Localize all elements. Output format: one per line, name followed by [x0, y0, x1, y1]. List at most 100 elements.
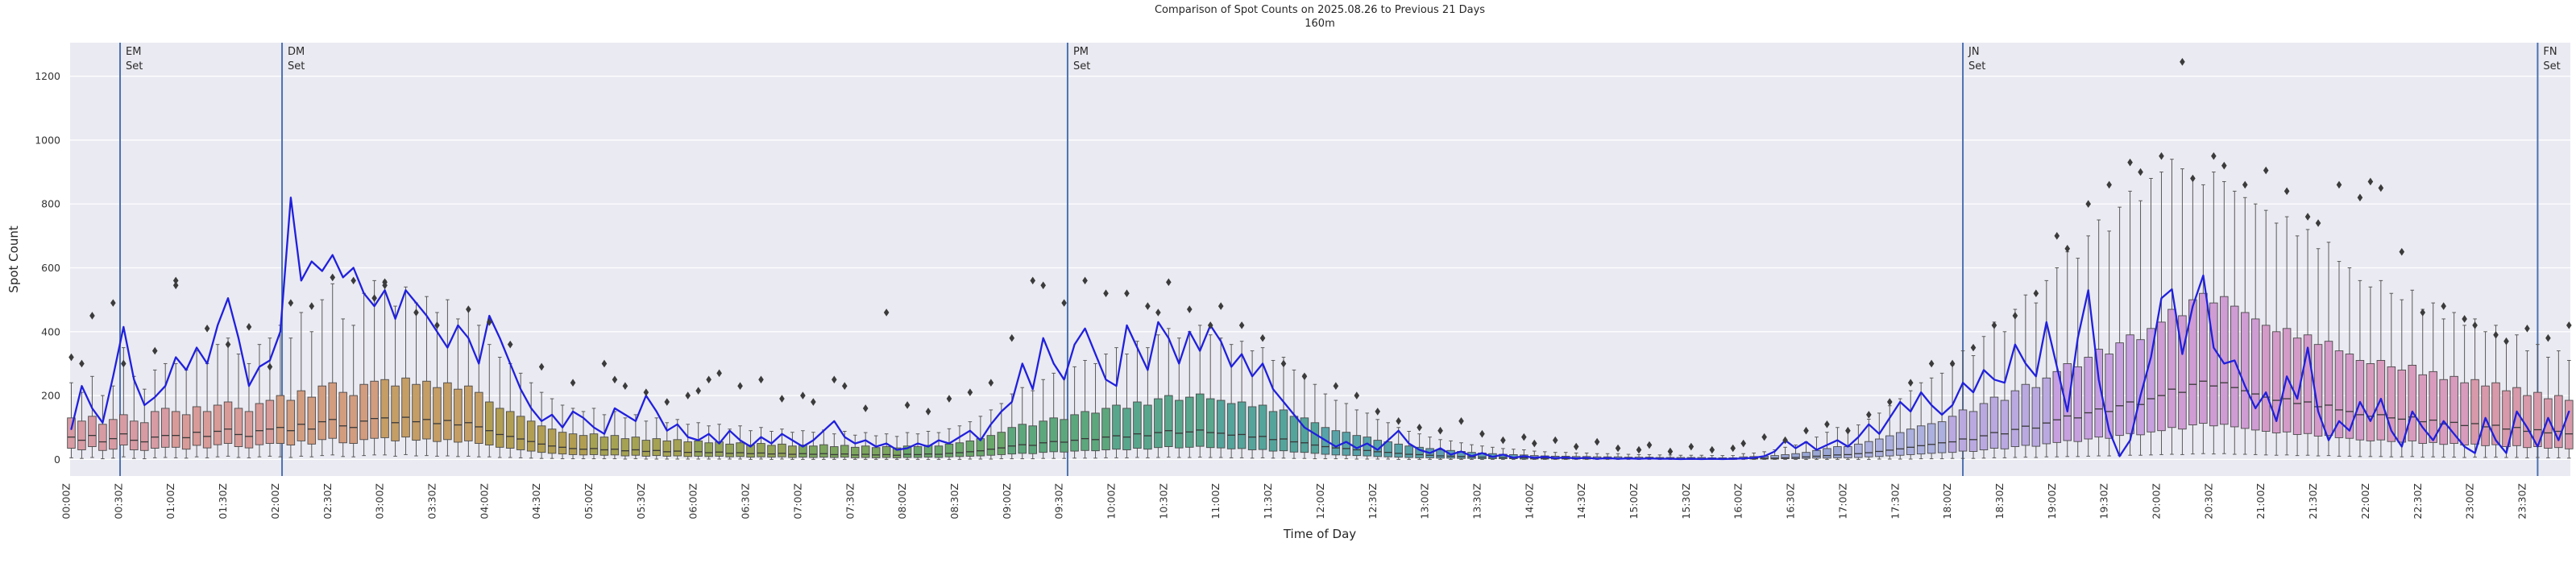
box	[2052, 267, 2062, 457]
box	[1958, 350, 1968, 459]
outlier-point	[351, 276, 356, 285]
outlier-point	[685, 391, 691, 399]
outlier-point	[622, 382, 628, 390]
box	[443, 299, 452, 457]
x-tick-label: 19:30Z	[2098, 483, 2110, 520]
box	[1331, 399, 1341, 460]
x-tick-label: 11:30Z	[1262, 483, 1274, 520]
box	[307, 331, 317, 457]
box	[965, 421, 975, 460]
event-label-jn: Set	[1968, 60, 1985, 72]
outlier-point	[1991, 321, 1997, 329]
box	[1865, 418, 1873, 460]
box	[1968, 355, 1978, 459]
x-tick-label: 09:30Z	[1053, 483, 1065, 520]
box	[1226, 344, 1236, 458]
outlier-point	[1333, 382, 1339, 390]
outlier-point	[413, 308, 419, 317]
box	[223, 337, 233, 457]
outlier-point	[121, 359, 127, 368]
outlier-point	[1061, 299, 1067, 307]
outlier-point	[1886, 398, 1893, 406]
box	[2303, 229, 2313, 456]
outlier-point	[2545, 333, 2551, 342]
outlier-point	[1521, 433, 1527, 441]
box	[2429, 302, 2437, 457]
box	[1310, 383, 1320, 460]
current-day-line	[70, 197, 2570, 461]
outlier-point	[1573, 442, 1579, 451]
outlier-point	[434, 321, 440, 329]
box	[1854, 424, 1863, 460]
box	[986, 409, 996, 460]
box	[171, 362, 180, 458]
outlier-point	[2033, 289, 2039, 298]
outlier-point	[1740, 439, 1746, 448]
outlier-point	[1531, 439, 1537, 448]
event-label-fn: Set	[2543, 60, 2560, 72]
y-tick-labels-layer: 0 200 400 600 800 1000 1200	[35, 70, 60, 466]
x-tick-label: 00:30Z	[112, 483, 124, 520]
box	[2063, 251, 2072, 457]
box	[192, 350, 201, 457]
outlier-point	[2263, 166, 2269, 175]
box	[2147, 177, 2155, 456]
outlier-point	[1824, 420, 1830, 428]
outlier-point	[2524, 325, 2530, 333]
x-tick-label: 15:30Z	[1680, 483, 1692, 520]
box	[850, 434, 860, 460]
box	[1039, 379, 1047, 459]
outlier-point	[1761, 433, 1767, 441]
box	[77, 391, 86, 459]
box	[349, 325, 358, 457]
outlier-point	[1166, 278, 1172, 287]
box	[464, 308, 473, 457]
box	[2408, 289, 2417, 457]
outlier-point	[643, 388, 649, 396]
box	[109, 385, 118, 459]
box	[1070, 366, 1079, 459]
box	[401, 286, 410, 455]
outlier-point	[246, 323, 252, 331]
chart-subtitle: 160m	[1305, 18, 1334, 30]
outlier-point	[2304, 213, 2311, 221]
x-tick-label: 21:30Z	[2307, 483, 2319, 520]
box	[234, 354, 243, 458]
outlier-point	[862, 404, 869, 412]
box	[475, 325, 483, 457]
y-tick-label: 0	[54, 453, 60, 466]
outlier-point	[79, 359, 85, 368]
outlier-point	[1615, 444, 1621, 453]
box	[2220, 180, 2229, 454]
box	[767, 430, 776, 460]
box	[1415, 433, 1424, 460]
x-tick-label: 14:30Z	[1575, 483, 1587, 520]
outlier-point	[2064, 244, 2071, 253]
event-label-dm: DM	[288, 46, 305, 58]
box	[1185, 331, 1194, 458]
outlier-point	[1594, 437, 1600, 446]
x-tick-label: 02:30Z	[321, 483, 334, 520]
box	[1028, 390, 1037, 460]
box	[1916, 382, 1926, 460]
x-tick-label: 20:30Z	[2202, 483, 2214, 520]
outlier-point	[1688, 442, 1695, 451]
event-label-em: EM	[126, 46, 141, 58]
outlier-point	[2378, 184, 2384, 192]
box	[1404, 430, 1413, 460]
box	[2021, 294, 2031, 458]
outlier-point	[466, 305, 471, 313]
x-axis-label: Time of Day	[1283, 527, 1356, 541]
x-tick-label: 22:00Z	[2359, 483, 2371, 520]
chart-title: Comparison of Spot Counts on 2025.08.26 …	[1155, 4, 1485, 16]
box	[1478, 445, 1487, 460]
outlier-point	[2420, 308, 2426, 317]
outlier-point	[2180, 57, 2185, 66]
box	[819, 429, 828, 460]
outlier-point	[288, 299, 294, 307]
outlier-point	[309, 302, 315, 310]
event-label-fn: FN	[2543, 46, 2557, 58]
box	[881, 433, 891, 460]
box	[1300, 374, 1309, 459]
